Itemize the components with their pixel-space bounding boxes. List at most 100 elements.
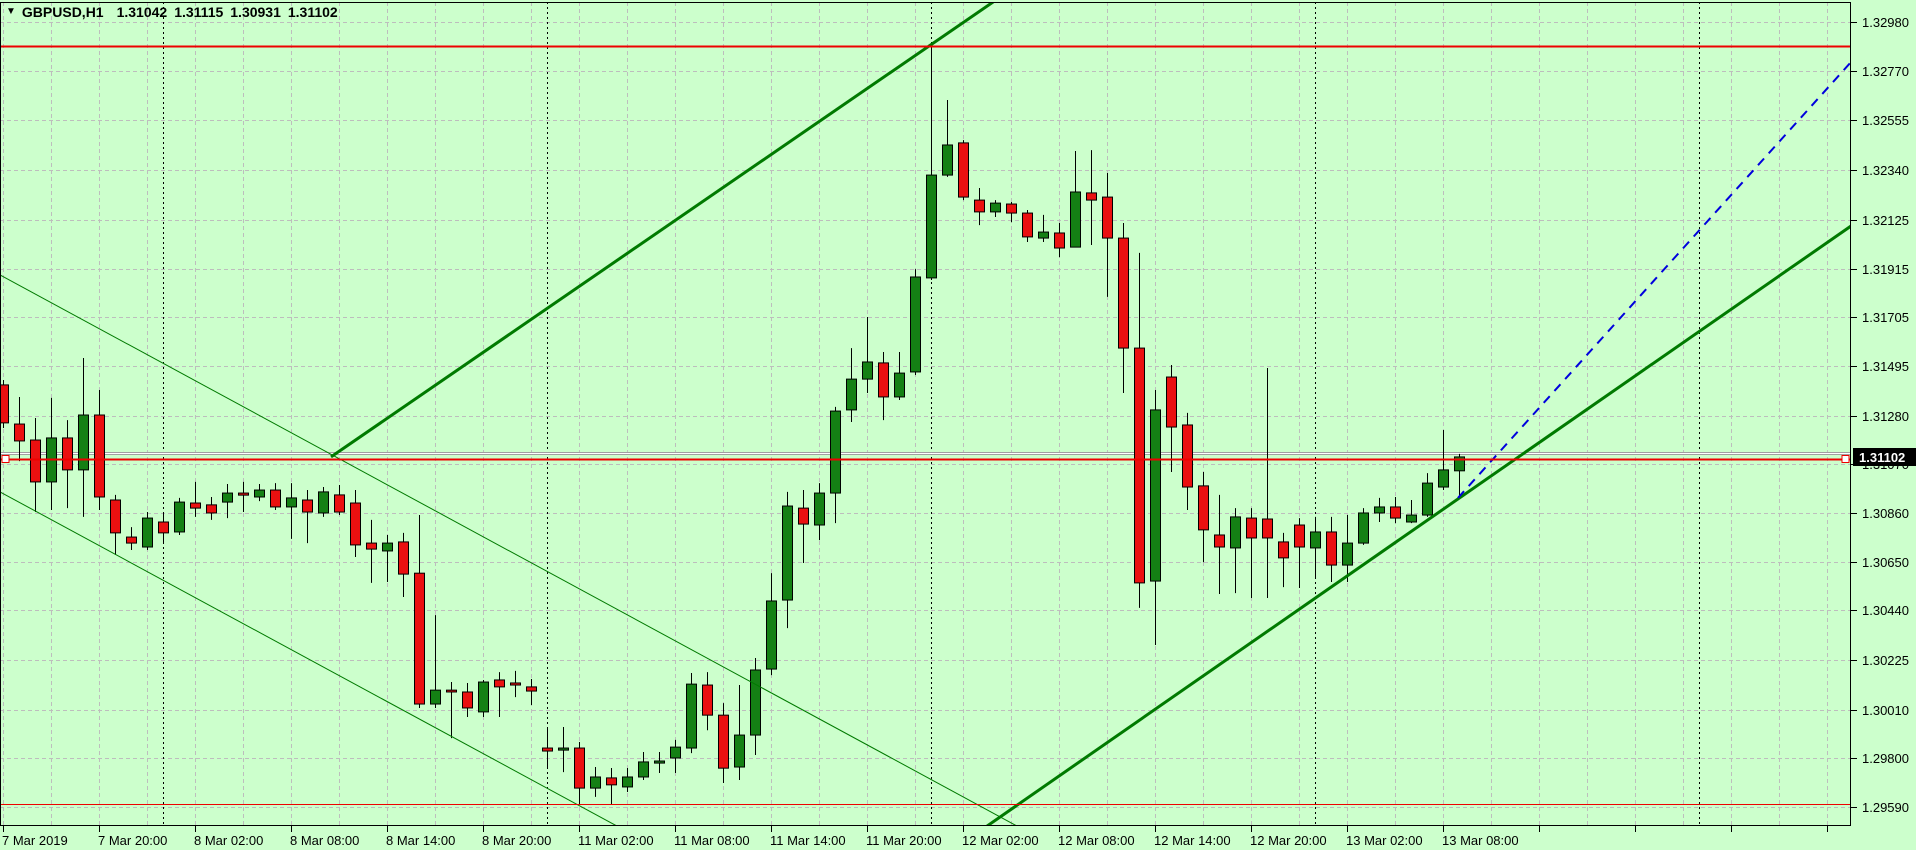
trendline-descending-channel-lower[interactable] — [0, 491, 618, 826]
candle[interactable] — [958, 140, 969, 201]
candle[interactable] — [1150, 389, 1161, 645]
candle[interactable] — [302, 490, 313, 544]
candle[interactable] — [142, 512, 153, 551]
candle[interactable] — [30, 418, 41, 513]
candle[interactable] — [1246, 508, 1257, 598]
candle[interactable] — [574, 742, 585, 806]
candles-layer[interactable] — [0, 46, 1465, 806]
candle[interactable] — [1310, 516, 1321, 579]
candle[interactable] — [1038, 214, 1049, 243]
projection-trendline[interactable] — [1457, 61, 1851, 499]
candle[interactable] — [910, 269, 921, 375]
candle[interactable] — [830, 406, 841, 524]
candle[interactable] — [638, 751, 649, 780]
candle[interactable] — [78, 358, 89, 517]
candle[interactable] — [926, 46, 937, 280]
candle[interactable] — [1054, 223, 1065, 258]
candle[interactable] — [702, 672, 713, 731]
candle[interactable] — [1102, 172, 1113, 297]
candle[interactable] — [558, 726, 569, 773]
trendline-ascending-channel-upper[interactable] — [330, 0, 996, 459]
candle[interactable] — [1326, 516, 1337, 582]
candle[interactable] — [174, 497, 185, 535]
candle[interactable] — [1214, 494, 1225, 595]
candle[interactable] — [286, 483, 297, 539]
candle[interactable] — [1454, 453, 1465, 497]
candle[interactable] — [1278, 532, 1289, 588]
candle[interactable] — [1166, 364, 1177, 472]
candle[interactable] — [238, 481, 249, 513]
candle[interactable] — [254, 484, 265, 502]
candle[interactable] — [782, 491, 793, 629]
candle[interactable] — [1294, 518, 1305, 589]
plot-area[interactable] — [0, 0, 1851, 826]
candle[interactable] — [1086, 150, 1097, 246]
candle[interactable] — [654, 751, 665, 774]
candle[interactable] — [478, 679, 489, 717]
candle[interactable] — [542, 728, 553, 769]
candle[interactable] — [894, 352, 905, 400]
candle[interactable] — [878, 352, 889, 421]
candle[interactable] — [718, 703, 729, 784]
candle[interactable] — [1422, 473, 1433, 517]
candle[interactable] — [382, 534, 393, 582]
candle[interactable] — [334, 484, 345, 516]
candle[interactable] — [1390, 496, 1401, 524]
candle[interactable] — [1406, 499, 1417, 524]
candle[interactable] — [622, 767, 633, 793]
candle[interactable] — [942, 100, 953, 177]
line-handle-right[interactable] — [1841, 455, 1850, 463]
candle[interactable] — [1374, 497, 1385, 522]
candle[interactable] — [206, 496, 217, 520]
candle[interactable] — [414, 515, 425, 708]
candle[interactable] — [1358, 508, 1369, 545]
candle[interactable] — [686, 672, 697, 754]
candle[interactable] — [94, 389, 105, 510]
candle[interactable] — [1134, 252, 1145, 608]
candle[interactable] — [110, 494, 121, 555]
candle[interactable] — [446, 682, 457, 739]
candle[interactable] — [606, 767, 617, 806]
time-axis[interactable]: 7 Mar 2019 7 Mar 20:00 8 Mar 02:00 8 Mar 08… — [2, 826, 1828, 848]
trendline-descending-channel-upper[interactable] — [0, 274, 1018, 826]
candle[interactable] — [510, 670, 521, 698]
candle[interactable] — [1022, 210, 1033, 243]
trendline-ascending-channel-lower[interactable] — [986, 224, 1851, 826]
candle[interactable] — [350, 490, 361, 557]
candle[interactable] — [798, 490, 809, 563]
candle[interactable] — [862, 317, 873, 394]
candle[interactable] — [1262, 367, 1273, 598]
candle[interactable] — [814, 483, 825, 541]
candle[interactable] — [974, 188, 985, 226]
candle[interactable] — [1006, 201, 1017, 223]
candle[interactable] — [62, 420, 73, 509]
candle[interactable] — [126, 527, 137, 551]
candle[interactable] — [1118, 223, 1129, 394]
candle[interactable] — [734, 685, 745, 780]
candle[interactable] — [990, 200, 1001, 217]
candle[interactable] — [766, 573, 777, 676]
candle[interactable] — [1198, 471, 1209, 563]
chart-menu-triangle-icon[interactable]: ▼ — [6, 6, 16, 17]
candle[interactable] — [158, 512, 169, 544]
candle[interactable] — [494, 672, 505, 717]
candle[interactable] — [526, 679, 537, 705]
candle[interactable] — [462, 682, 473, 717]
candle[interactable] — [366, 519, 377, 583]
candle[interactable] — [1230, 508, 1241, 594]
current-level-line[interactable] — [0, 455, 1851, 463]
candle[interactable] — [1070, 150, 1081, 248]
candle[interactable] — [1342, 515, 1353, 582]
candle[interactable] — [590, 767, 601, 797]
candle[interactable] — [430, 615, 441, 708]
candle[interactable] — [1182, 412, 1193, 510]
candle[interactable] — [846, 348, 857, 422]
candle[interactable] — [398, 532, 409, 598]
candle[interactable] — [0, 380, 9, 428]
candle[interactable] — [222, 484, 233, 519]
candle[interactable] — [318, 487, 329, 517]
candle[interactable] — [270, 483, 281, 510]
line-handle-left[interactable] — [1, 455, 10, 463]
candle[interactable] — [670, 739, 681, 774]
